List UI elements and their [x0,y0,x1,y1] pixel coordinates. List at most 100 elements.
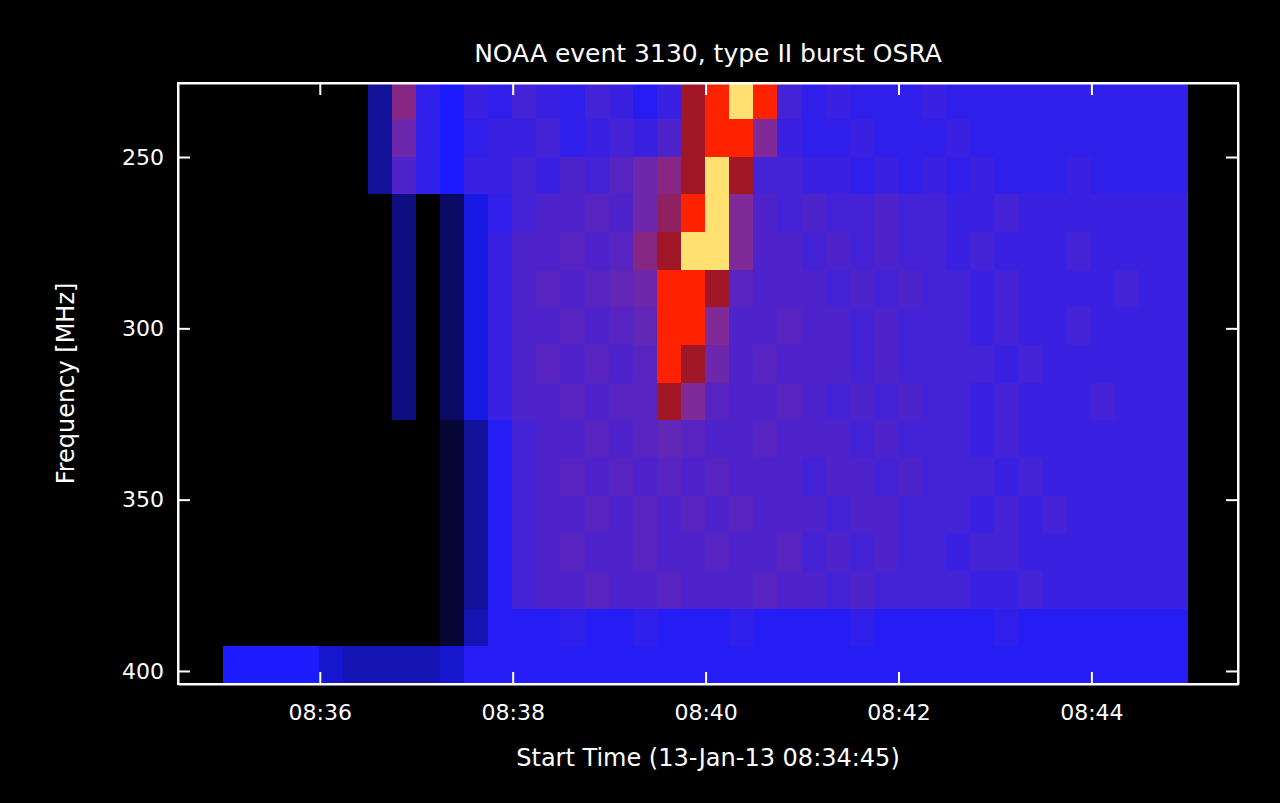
cell [922,458,947,497]
cell [368,157,393,195]
cell [753,609,778,647]
cell [343,646,369,684]
cell [295,83,320,120]
cell [223,119,248,158]
cell [705,307,730,346]
cell [1163,307,1188,346]
cell [392,83,417,120]
cell [440,270,465,308]
cell [368,119,393,158]
cell [1067,646,1092,684]
cell [560,383,586,421]
cell [464,194,489,233]
cell [319,571,344,610]
cell [850,307,875,346]
cell [392,232,417,271]
cell [416,157,441,195]
tick-mark [178,499,190,501]
cell [440,458,465,497]
cell [295,646,320,684]
cell [464,533,489,572]
cell [536,119,561,158]
cell [922,194,947,233]
cell [802,496,827,534]
tick-label: 08:38 [481,700,544,725]
cell [609,307,634,346]
cell [705,458,730,497]
cell [295,609,320,647]
cell [1163,420,1188,459]
cell [440,571,465,610]
cell [512,232,537,271]
cell [777,307,803,346]
cell [657,194,682,233]
cell [536,458,561,497]
cell [729,119,754,158]
cell [585,383,610,421]
cell [753,496,778,534]
cell [223,420,248,459]
cell [1139,194,1164,233]
cell [729,383,754,421]
cell [970,345,995,384]
cell [536,232,561,271]
cell [1163,496,1188,534]
cell [874,194,899,233]
y-axis: 250300350400 [122,84,190,685]
cell [802,533,827,572]
cell [777,194,803,233]
cell [874,383,899,421]
cell [609,383,634,421]
cell [802,383,827,421]
cell [464,307,489,346]
cell [609,270,634,308]
cell [223,83,248,120]
cell [1067,119,1092,158]
cell [464,383,489,421]
cell [705,157,730,195]
cell [681,458,706,497]
cell [970,420,995,459]
cell [729,270,754,308]
cell [295,420,320,459]
cell [392,157,417,195]
cell [850,119,875,158]
cell [368,646,393,684]
cell [560,420,586,459]
cell [777,420,803,459]
cell [416,458,441,497]
cell [295,157,320,195]
cell [777,496,803,534]
tick-mark [319,83,321,95]
cell [657,345,682,384]
cell [271,270,296,308]
cell [1043,458,1068,497]
cell [247,571,272,610]
cell [488,345,513,384]
cell [585,533,610,572]
cell [319,533,344,572]
cell [1115,270,1140,308]
cell [705,533,730,572]
cell [994,345,1020,384]
cell [585,571,610,610]
cell [560,571,586,610]
cell [994,646,1020,684]
cell [223,533,248,572]
cell [319,345,344,384]
cell [681,383,706,421]
cell [464,458,489,497]
cell [585,194,610,233]
cell [609,458,634,497]
tick-mark [1226,157,1238,159]
cell [343,609,369,647]
tick: 08:36 [289,672,352,725]
cell [1163,646,1188,684]
cell [440,420,465,459]
cell [850,646,875,684]
cell [223,157,248,195]
cell [343,270,369,308]
cell [1019,496,1044,534]
cell [343,458,369,497]
cell [1115,533,1140,572]
